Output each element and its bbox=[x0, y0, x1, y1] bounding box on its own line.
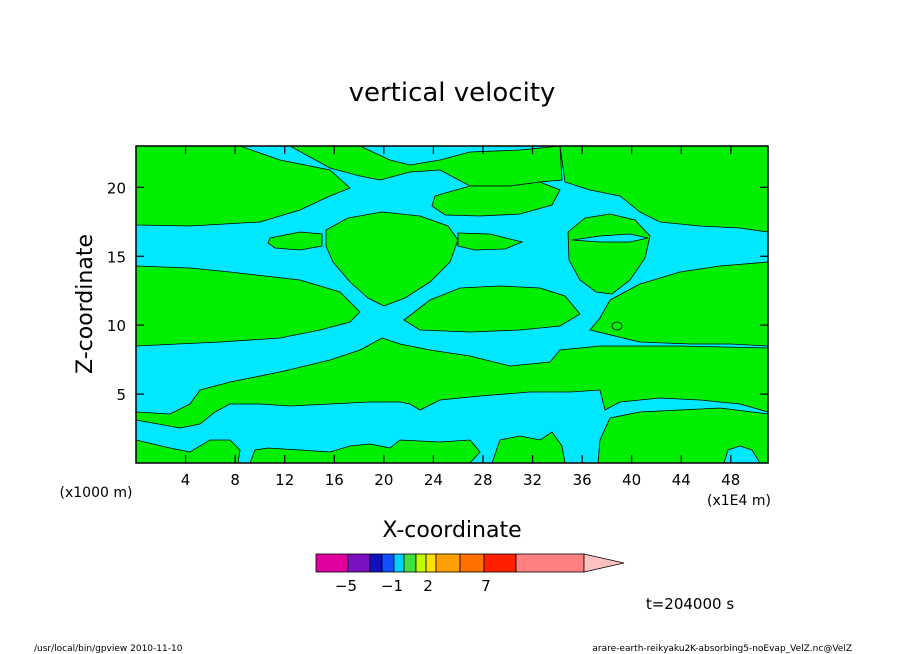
colorbar-label: −5 bbox=[335, 577, 357, 595]
colorbar-label: 2 bbox=[423, 577, 433, 595]
x-axis-ticks: 4 8 12 16 20 24 28 32 36 40 44 48 bbox=[181, 146, 740, 489]
colorbar-segment bbox=[369, 553, 383, 573]
time-label: t=204000 s bbox=[646, 595, 734, 613]
colorbar-labels: −5 −1 2 7 bbox=[335, 577, 491, 595]
colorbar-segment bbox=[459, 553, 485, 573]
y-tick-label: 20 bbox=[107, 179, 126, 197]
colorbar-segment bbox=[515, 553, 585, 573]
x-tick-label: 48 bbox=[721, 471, 740, 489]
contour-region bbox=[403, 285, 581, 333]
contour-region bbox=[491, 431, 566, 463]
x-tick-label: 16 bbox=[325, 471, 344, 489]
contour-region bbox=[249, 439, 481, 463]
x-unit-left: (x1000 m) bbox=[60, 485, 133, 501]
x-tick-label: 44 bbox=[672, 471, 691, 489]
y-tick-label: 10 bbox=[107, 317, 126, 335]
colorbar bbox=[315, 553, 625, 573]
contour-region bbox=[136, 265, 361, 347]
contour-region bbox=[136, 146, 351, 227]
contour-region bbox=[589, 261, 768, 347]
colorbar-segment bbox=[393, 553, 405, 573]
contour-region bbox=[267, 231, 323, 251]
contour-region bbox=[597, 407, 768, 463]
contour-regions-positive bbox=[136, 146, 768, 463]
colorbar-label: −1 bbox=[381, 577, 403, 595]
x-tick-label: 40 bbox=[622, 471, 641, 489]
contour-region bbox=[559, 146, 768, 233]
x-tick-label: 32 bbox=[523, 471, 542, 489]
x-tick-label: 4 bbox=[181, 471, 191, 489]
colorbar-segment bbox=[435, 553, 461, 573]
chart-title: vertical velocity bbox=[349, 78, 556, 108]
colorbar-segment bbox=[315, 553, 349, 573]
contour-region bbox=[457, 232, 524, 251]
plot-area bbox=[135, 145, 769, 464]
contour-region bbox=[289, 146, 563, 187]
colorbar-segment bbox=[415, 553, 427, 573]
x-tick-label: 24 bbox=[424, 471, 443, 489]
x-tick-label: 12 bbox=[275, 471, 294, 489]
colorbar-segment bbox=[483, 553, 517, 573]
contour-region bbox=[325, 211, 459, 307]
contour-region bbox=[431, 181, 561, 217]
colorbar-segment bbox=[347, 553, 371, 573]
contour-region bbox=[611, 321, 623, 331]
contour-region bbox=[571, 233, 649, 243]
y-axis-ticks: 5 10 15 20 bbox=[107, 179, 768, 404]
x-tick-label: 8 bbox=[230, 471, 240, 489]
footer-right: arare-earth-reikyaku2K-absorbing5-noEvap… bbox=[592, 644, 852, 654]
contour-region bbox=[136, 439, 241, 463]
colorbar-extension bbox=[583, 553, 625, 573]
footer-left: /usr/local/bin/gpview 2010-11-10 bbox=[34, 644, 183, 654]
x-tick-label: 20 bbox=[374, 471, 393, 489]
plot-frame bbox=[135, 145, 769, 464]
colorbar-segment bbox=[381, 553, 395, 573]
x-tick-label: 36 bbox=[573, 471, 592, 489]
x-axis-label: X-coordinate bbox=[382, 518, 521, 543]
y-tick-label: 15 bbox=[107, 248, 126, 266]
x-tick-label: 28 bbox=[473, 471, 492, 489]
colorbar-label: 7 bbox=[481, 577, 491, 595]
x-unit-right: (x1E4 m) bbox=[707, 493, 771, 509]
y-tick-label: 5 bbox=[116, 386, 126, 404]
colorbar-segment bbox=[425, 553, 437, 573]
colorbar-segment bbox=[403, 553, 417, 573]
y-axis-label: Z-coordinate bbox=[73, 234, 98, 374]
contour-region bbox=[136, 337, 768, 429]
